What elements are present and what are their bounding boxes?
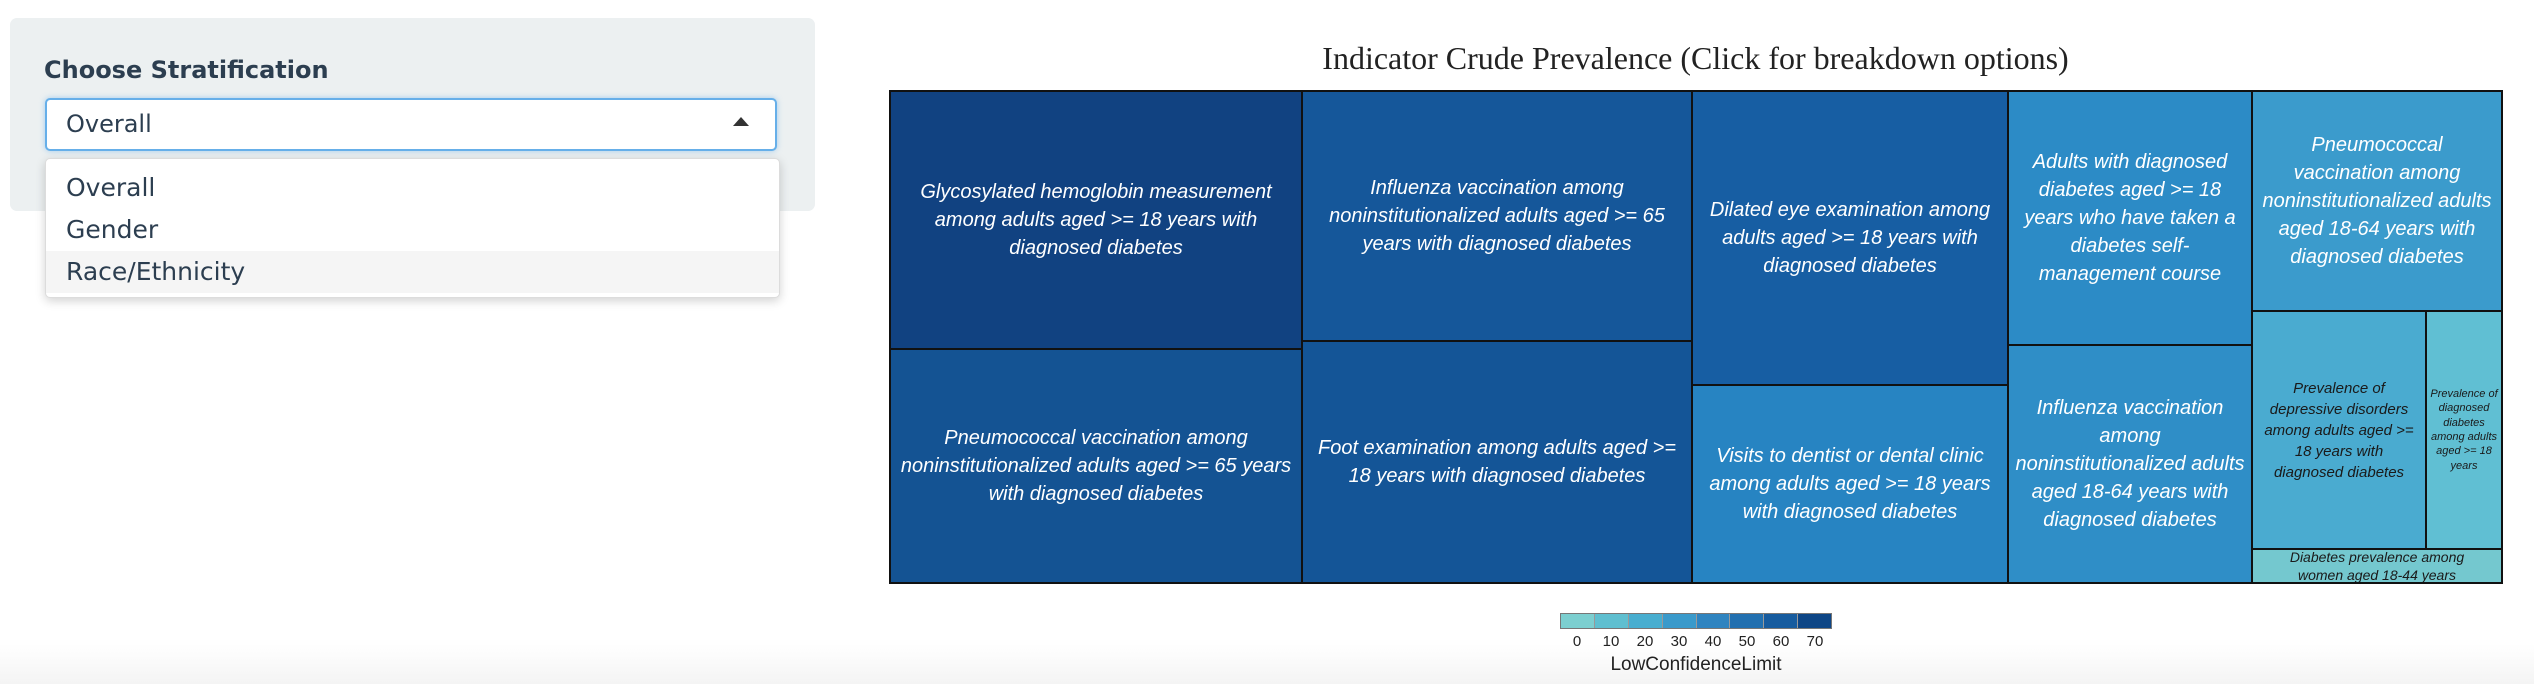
treemap-cell[interactable]: Foot examination among adults aged >= 18… [1301,340,1693,584]
chart-title: Indicator Crude Prevalence (Click for br… [1322,40,2069,76]
legend-tick-label: 70 [1806,633,1824,650]
stratification-dropdown: Overall Gender Race/Ethnicity [45,158,780,298]
treemap-cell-label: Dilated eye examination among adults age… [1709,199,1991,277]
treemap-cell[interactable]: Pneumococcal vaccination among noninstit… [889,348,1303,584]
legend-tick-label: 0 [1572,633,1582,650]
stratification-selected-value: Overall [66,110,152,138]
legend-swatch [1764,614,1799,628]
stratification-label: Choose Stratification [44,56,329,84]
legend-swatch [1798,614,1831,628]
treemap-cell[interactable]: Glycosylated hemoglobin measurement amon… [889,90,1303,350]
treemap-cell[interactable]: Influenza vaccination among noninstituti… [2007,344,2253,584]
treemap-cell[interactable]: Pneumococcal vaccination among noninstit… [2251,90,2503,312]
treemap-cell[interactable]: Adults with diagnosed diabetes aged >= 1… [2007,90,2253,346]
legend-color-bar [1560,613,1832,629]
treemap-cell-label: Glycosylated hemoglobin measurement amon… [920,181,1272,259]
treemap-cell[interactable]: Diabetes prevalence among women aged 18-… [2251,548,2503,584]
treemap-cell-label: Adults with diagnosed diabetes aged >= 1… [2024,151,2236,285]
legend-tick-label: 40 [1704,633,1722,650]
option-gender[interactable]: Gender [66,215,159,244]
treemap-cell[interactable]: Prevalence of depressive disorders among… [2251,310,2427,550]
treemap-cell-label: Pneumococcal vaccination among noninstit… [2262,134,2492,268]
legend-tick-label: 10 [1602,633,1620,650]
legend-tick-label: 20 [1636,633,1654,650]
treemap-cell[interactable]: Dilated eye examination among adults age… [1691,90,2009,386]
legend-tick-label: 50 [1738,633,1756,650]
option-overall[interactable]: Overall [66,173,156,202]
treemap-cell-label: Influenza vaccination among noninstituti… [1329,177,1665,255]
legend-swatch [1628,614,1663,628]
treemap-cell-label: Pneumococcal vaccination among noninstit… [900,427,1292,505]
color-legend: 0 10 20 30 40 50 60 70 LowConfidenceLimit [1560,613,1832,676]
treemap-cell-label: Prevalence of diagnosed diabetes among a… [2430,388,2498,472]
treemap-cell[interactable]: Influenza vaccination among noninstituti… [1301,90,1693,342]
treemap: Glycosylated hemoglobin measurement amon… [889,90,2503,584]
treemap-cell-label: Diabetes prevalence among women aged 18-… [2289,548,2465,583]
caret-up-icon [733,117,749,126]
treemap-cell[interactable]: Visits to dentist or dental clinic among… [1691,384,2009,584]
legend-ticks: 0 10 20 30 40 50 60 70 [1560,633,1832,650]
treemap-cell-label: Influenza vaccination among noninstituti… [2015,397,2245,531]
legend-swatch [1662,614,1697,628]
legend-tick-label: 60 [1772,633,1790,650]
treemap-cell-label: Visits to dentist or dental clinic among… [1709,445,1991,523]
legend-swatch [1730,614,1765,628]
treemap-cell-label: Foot examination among adults aged >= 18… [1317,437,1677,487]
option-race-ethnicity[interactable]: Race/Ethnicity [46,251,779,293]
treemap-cell[interactable]: Prevalence of diagnosed diabetes among a… [2425,310,2503,550]
legend-swatch [1561,614,1595,628]
legend-swatch [1594,614,1629,628]
legend-tick-label: 30 [1670,633,1688,650]
legend-title: LowConfidenceLimit [1610,654,1782,675]
stratification-select[interactable]: Overall [45,98,777,151]
page-bottom-fade [0,644,2534,684]
treemap-cell-label: Prevalence of depressive disorders among… [2264,379,2414,481]
legend-swatch [1696,614,1731,628]
